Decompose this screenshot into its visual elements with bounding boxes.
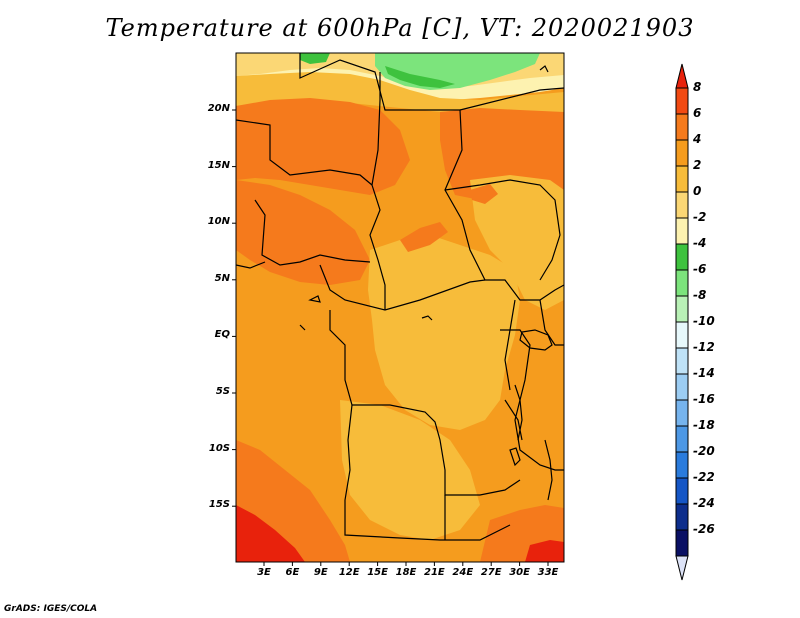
colorbar-label: 0 [693,184,702,198]
lakes-coastlines [299,65,553,501]
temperature-field [236,53,564,562]
lat-label: 15N [207,159,230,171]
colorbar-segment [675,243,689,271]
colorbar-segment [675,347,689,375]
footer-credit: GrADS: IGES/COLA [4,604,98,614]
colorbar-label: -6 [693,262,707,276]
field-warm-patch-1 [400,222,448,252]
colorbar-segment [675,399,689,427]
colorbar-segment [675,373,689,401]
colorbar-label: 4 [693,132,702,146]
colorbar-segment [675,529,689,557]
lon-label: 27E [480,567,502,578]
chart-title: Temperature at 600hPa [C], VT: 202002190… [105,14,695,42]
lon-label: 33E [537,567,559,578]
colorbar-label: -10 [693,314,715,328]
colorbar-top-arrow [675,63,689,89]
lat-label: 10S [208,442,230,454]
colorbar-label: -24 [693,496,715,510]
lon-label: 18E [395,567,417,578]
colorbar-segment [675,269,689,297]
field-green [300,53,330,64]
colorbar-label: -2 [693,210,707,224]
colorbar-segment [675,503,689,531]
lon-label: 15E [367,567,388,578]
field-red-southwest [236,505,305,562]
colorbar-label: 8 [693,80,702,94]
colorbar-label: 6 [693,106,702,120]
colorbar [675,63,689,581]
lon-label: 9E [313,567,328,578]
colorbar-label: -14 [693,366,715,380]
lon-label: 3E [257,567,271,578]
colorbar-segment [675,165,689,193]
field-warm-patch-2 [470,184,498,204]
lat-label: 5S [215,386,230,397]
colorbar-segment [675,191,689,219]
lat-label: 10N [207,216,230,228]
colorbar-segment [675,451,689,479]
lat-label: 5N [214,272,230,284]
colorbar-label: -8 [693,288,707,302]
colorbar-label: -22 [693,470,715,484]
field-light-orange-east [470,175,564,310]
colorbar-label: 2 [693,158,702,172]
field-red-southeast [525,540,564,562]
colorbar-segment [675,295,689,323]
colorbar-segment [675,477,689,505]
field-light-orange-central [368,235,520,430]
axis-ticks [232,109,549,566]
lon-label: 12E [338,567,360,578]
colorbar-segment [675,217,689,245]
lon-label: 24E [452,567,474,578]
colorbar-label: -26 [693,522,715,536]
lat-label: 20N [207,103,230,114]
lon-label: 21E [424,567,445,578]
lon-label: 30E [509,567,530,578]
lat-label: EQ [214,329,230,341]
field-red-north [265,122,375,175]
colorbar-label: -12 [693,340,715,354]
field-green-2 [385,66,455,88]
lat-label: 15S [208,499,230,511]
country-boundaries [236,53,564,541]
field-light-orange-north [236,72,564,112]
colorbar-bottom-arrow [675,555,689,581]
colorbar-segment [675,425,689,453]
colorbar-label: -4 [693,236,707,250]
colorbar-segment [675,113,689,141]
colorbar-label: -18 [693,418,715,432]
colorbar-segment [675,87,689,115]
colorbar-segment [675,321,689,349]
colorbar-segment [675,139,689,167]
lon-label: 6E [285,567,300,578]
colorbar-label: -16 [693,392,715,406]
map-frame [235,52,565,563]
colorbar-label: -20 [693,444,715,458]
